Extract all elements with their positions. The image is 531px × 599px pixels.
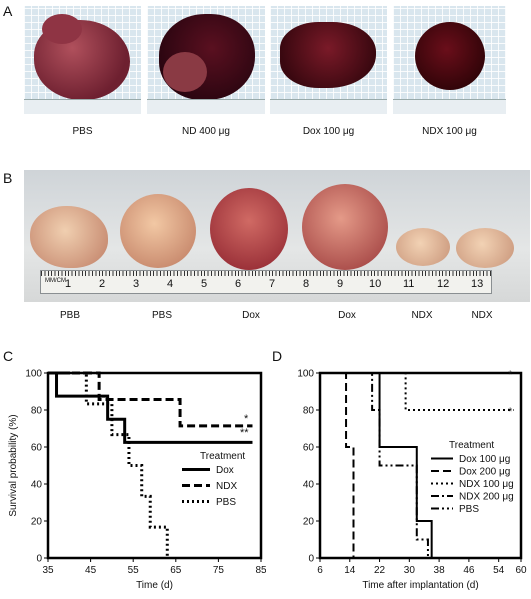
y-tick-label: 40 (303, 480, 315, 491)
ruler-number: 3 (133, 278, 140, 290)
series-line-0 (48, 371, 253, 444)
ruler: MM/CM 1 2 3 4 5 6 7 8 9 10 11 12 13 (40, 270, 492, 294)
ruler-number: 5 (201, 278, 208, 290)
y-tick-label: 0 (308, 554, 314, 565)
tumor-3 (210, 188, 288, 270)
ruler-number: 12 (437, 278, 450, 290)
panel-b-label-2: PBS (151, 310, 172, 321)
tumor-5 (396, 228, 450, 266)
x-tick-label: 54 (493, 565, 505, 576)
significance-annotation: ** (240, 427, 249, 439)
x-tick-label: 14 (344, 565, 356, 576)
panel-a-label-1: PBS (72, 126, 93, 137)
y-axis-label: Survival probability (%) (8, 414, 19, 516)
tumor-6 (456, 228, 514, 268)
panel-b-label-3: Dox (242, 310, 260, 321)
panel-a-label-3: Dox 100 μg (302, 126, 355, 137)
legend-entry-label: Dox (216, 465, 234, 476)
tumor-2 (120, 194, 196, 268)
panel-b-label-5: NDX (411, 310, 433, 321)
panel-b-label-4: Dox (338, 310, 356, 321)
x-tick-label: 22 (374, 565, 386, 576)
survival-chart-c: 35 45 55 65 75 85 0 20 40 60 80 100 Time (d) Survival… (8, 369, 266, 592)
ruler-unit: MM/CM (45, 278, 66, 284)
x-axis-label: Time (d) (136, 580, 173, 591)
x-tick-label: 6 (317, 565, 323, 576)
x-tick-label: 75 (213, 565, 225, 576)
panel-a-photo-pbs (24, 6, 141, 114)
plot-frame (318, 371, 523, 560)
x-tick-label: 85 (255, 565, 266, 576)
x-tick-label: 38 (434, 565, 446, 576)
y-tick-label: 20 (31, 517, 43, 528)
x-axis-label: Time after implantation (d) (362, 580, 478, 591)
y-tick-label: 60 (303, 443, 315, 454)
ruler-number: 2 (99, 278, 106, 290)
panel-b-label-1: PBB (59, 310, 80, 321)
panel-a-photo-dox (270, 6, 387, 114)
tumor-4 (302, 184, 388, 270)
series-line-2 (320, 372, 514, 411)
x-tick-label: 55 (128, 565, 140, 576)
tumor-1 (30, 206, 108, 268)
series-line-1 (320, 372, 355, 558)
panel-a-photo-ndx (393, 6, 506, 114)
y-tick-label: 80 (303, 406, 315, 417)
panel-b-photo: MM/CM 1 2 3 4 5 6 7 8 9 10 11 12 13 (24, 170, 530, 302)
ruler-number: 1 (65, 278, 72, 290)
ruler-number: 6 (235, 278, 242, 290)
y-tick-label: 60 (31, 443, 43, 454)
y-tick-label: 100 (25, 369, 42, 380)
panel-b-letter: B (3, 170, 13, 186)
plot-frame (46, 371, 263, 560)
legend-entry-label: Dox 200 μg (459, 467, 510, 478)
legend-entry-label: PBS (216, 497, 236, 508)
series-line-0 (320, 372, 433, 558)
panel-c-letter: C (3, 348, 14, 364)
x-tick-label: 45 (85, 565, 97, 576)
legend-entry-label: NDX 200 μg (459, 492, 514, 503)
x-tick-label: 46 (463, 565, 475, 576)
y-tick-label: 40 (31, 480, 43, 491)
ruler-number: 7 (269, 278, 276, 290)
x-tick-label: 35 (42, 565, 54, 576)
legend-entry-label: NDX 100 μg (459, 479, 514, 490)
x-tick-label: 60 (515, 565, 527, 576)
significance-annotation: * (508, 406, 513, 418)
ruler-number: 9 (337, 278, 344, 290)
series-line-4 (320, 372, 429, 558)
series-line-1 (48, 371, 253, 428)
ruler-number: 8 (303, 278, 310, 290)
panel-d-letter: D (272, 348, 283, 364)
x-tick-label: 65 (170, 565, 182, 576)
panel-a-label-4: NDX 100 μg (422, 126, 477, 137)
panel-a-photo-nd (147, 6, 265, 114)
ruler-number: 4 (167, 278, 174, 290)
ruler-number: 10 (369, 278, 382, 290)
panel-b-label-6: NDX (471, 310, 493, 321)
ruler-number: 13 (471, 278, 484, 290)
x-tick-label: 30 (404, 565, 416, 576)
y-tick-label: 100 (297, 369, 314, 380)
ruler-number: 11 (403, 278, 415, 290)
significance-annotation: * (508, 369, 513, 381)
significance-annotation: * (244, 413, 249, 425)
legend-entry-label: PBS (459, 504, 479, 515)
panel-a-label-2: ND 400 μg (181, 126, 230, 137)
legend-title: Treatment (200, 451, 245, 462)
legend-title: Treatment (449, 440, 494, 451)
y-tick-label: 0 (36, 554, 42, 565)
survival-chart-d: 6 14 22 30 38 46 54 60 0 20 40 60 80 100 Time after im… (297, 369, 527, 592)
y-tick-label: 20 (303, 517, 315, 528)
panel-a-letter: A (3, 3, 13, 19)
y-tick-label: 80 (31, 406, 43, 417)
legend-entry-label: NDX (216, 481, 237, 492)
legend-entry-label: Dox 100 μg (459, 454, 510, 465)
